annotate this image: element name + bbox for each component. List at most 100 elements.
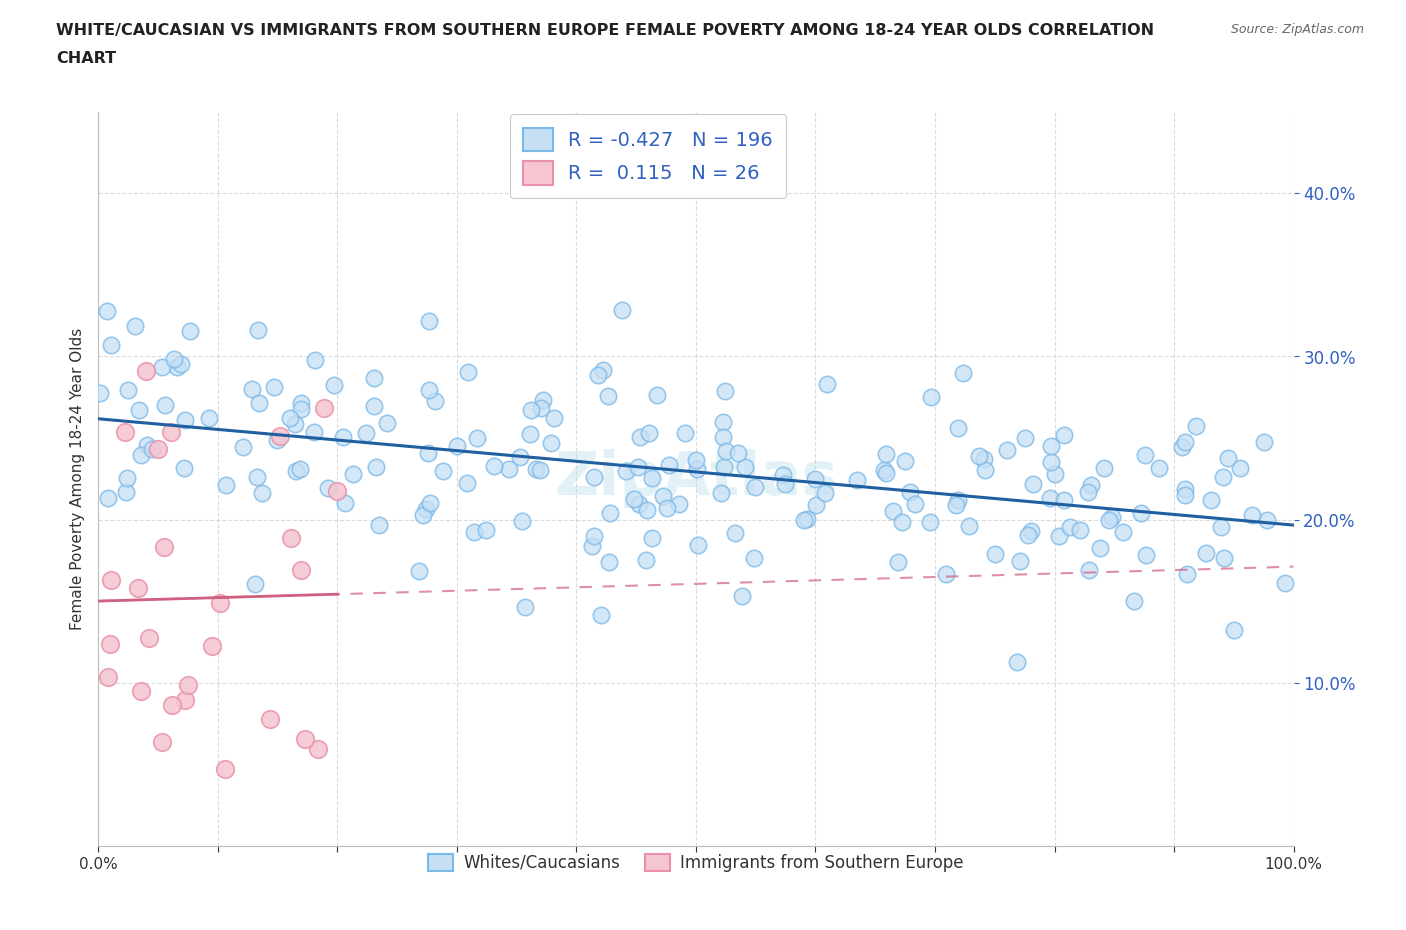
Point	[446, 439, 468, 454]
Point	[1201, 492, 1223, 507]
Point	[135, 363, 157, 378]
Point	[529, 462, 551, 477]
Point	[465, 432, 488, 446]
Point	[114, 425, 136, 440]
Point	[596, 389, 619, 404]
Point	[882, 504, 904, 519]
Point	[957, 518, 980, 533]
Point	[1043, 467, 1066, 482]
Text: Source: ZipAtlas.com: Source: ZipAtlas.com	[1230, 23, 1364, 36]
Point	[141, 442, 163, 457]
Point	[1059, 519, 1081, 534]
Point	[332, 430, 354, 445]
Point	[170, 357, 193, 372]
Point	[179, 324, 201, 339]
Point	[463, 525, 485, 539]
Point	[530, 400, 553, 415]
Point	[1229, 460, 1251, 475]
Point	[117, 383, 139, 398]
Point	[375, 416, 398, 431]
Point	[1088, 541, 1111, 556]
Point	[509, 450, 531, 465]
Point	[1069, 523, 1091, 538]
Point	[247, 395, 270, 410]
Point	[714, 444, 737, 458]
Point	[368, 518, 391, 533]
Point	[731, 589, 754, 604]
Point	[1185, 418, 1208, 433]
Point	[875, 466, 897, 481]
Point	[326, 484, 349, 498]
Point	[1077, 485, 1099, 499]
Point	[946, 493, 969, 508]
Point	[240, 381, 263, 396]
Point	[1274, 575, 1296, 590]
Point	[457, 365, 479, 380]
Point	[1092, 461, 1115, 476]
Point	[200, 639, 222, 654]
Point	[284, 417, 307, 432]
Point	[814, 485, 837, 500]
Point	[259, 711, 281, 726]
Point	[973, 451, 995, 466]
Point	[456, 476, 478, 491]
Point	[314, 400, 336, 415]
Point	[1174, 482, 1197, 497]
Point	[294, 731, 316, 746]
Point	[1240, 507, 1263, 522]
Point	[673, 425, 696, 440]
Point	[1216, 450, 1239, 465]
Point	[1053, 428, 1076, 443]
Point	[845, 472, 868, 487]
Point	[354, 425, 377, 440]
Point	[655, 500, 678, 515]
Point	[1174, 434, 1197, 449]
Point	[263, 379, 285, 394]
Point	[96, 304, 118, 319]
Point	[742, 551, 765, 565]
Point	[250, 485, 273, 500]
Point	[484, 458, 506, 473]
Point	[804, 472, 827, 486]
Point	[232, 440, 254, 455]
Point	[136, 438, 159, 453]
Point	[1133, 447, 1156, 462]
Point	[498, 462, 520, 477]
Point	[89, 386, 111, 401]
Point	[307, 741, 329, 756]
Point	[636, 502, 658, 517]
Y-axis label: Female Poverty Among 18-24 Year Olds: Female Poverty Among 18-24 Year Olds	[69, 328, 84, 631]
Point	[418, 313, 440, 328]
Point	[304, 352, 326, 367]
Point	[510, 513, 533, 528]
Point	[1039, 454, 1062, 469]
Point	[246, 469, 269, 484]
Point	[323, 378, 346, 392]
Point	[636, 552, 658, 567]
Point	[1039, 490, 1062, 505]
Point	[1077, 563, 1099, 578]
Point	[1135, 547, 1157, 562]
Point	[318, 481, 340, 496]
Point	[115, 471, 138, 485]
Point	[969, 449, 991, 464]
Point	[1039, 438, 1062, 453]
Point	[1010, 553, 1032, 568]
Point	[100, 338, 122, 352]
Point	[1053, 493, 1076, 508]
Point	[935, 566, 957, 581]
Point	[173, 413, 195, 428]
Point	[519, 426, 541, 441]
Point	[290, 402, 312, 417]
Point	[302, 425, 325, 440]
Point	[727, 445, 749, 460]
Point	[946, 421, 969, 436]
Point	[1130, 505, 1153, 520]
Point	[1080, 477, 1102, 492]
Point	[540, 435, 562, 450]
Point	[589, 607, 612, 622]
Point	[641, 471, 664, 485]
Point	[333, 496, 356, 511]
Point	[641, 531, 664, 546]
Point	[342, 467, 364, 482]
